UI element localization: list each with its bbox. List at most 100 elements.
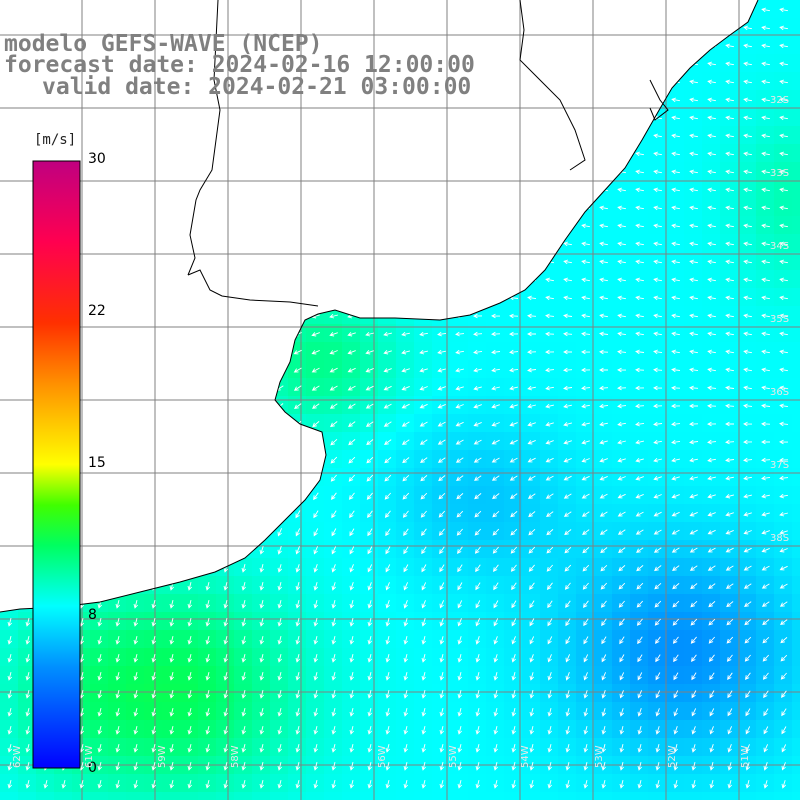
wind-cell: [0, 702, 19, 721]
wind-cell: [342, 144, 361, 163]
wind-arrow: [527, 97, 536, 103]
wind-cell: [576, 630, 595, 649]
wind-arrow: [312, 456, 320, 464]
wind-arrow: [707, 331, 716, 337]
wind-cell: [108, 108, 127, 127]
wind-cell: [342, 342, 361, 361]
wind-cell: [702, 396, 721, 415]
wind-arrow: [347, 403, 356, 409]
colorbar-units: [m/s]: [34, 132, 77, 148]
wind-cell: [396, 126, 415, 145]
wind-cell: [306, 630, 325, 649]
wind-arrow: [6, 330, 13, 338]
wind-arrow: [779, 475, 789, 481]
wind-arrow: [295, 707, 301, 717]
wind-cell: [486, 666, 505, 685]
wind-cell: [486, 126, 505, 145]
wind-arrow: [347, 277, 357, 283]
wind-arrow: [311, 332, 320, 337]
wind-cell: [522, 414, 541, 433]
wind-arrow: [563, 385, 573, 391]
wind-arrow: [439, 564, 445, 573]
wind-arrow: [511, 618, 517, 627]
wind-arrow: [23, 187, 32, 193]
wind-cell: [216, 216, 235, 235]
wind-arrow: [403, 689, 409, 699]
wind-cell: [756, 306, 775, 325]
wind-arrow: [221, 259, 231, 265]
wind-arrow: [509, 133, 518, 139]
wind-arrow: [762, 654, 770, 662]
wind-cell: [162, 738, 181, 757]
wind-cell: [90, 774, 109, 793]
wind-cell: [18, 774, 37, 793]
wind-cell: [666, 504, 685, 523]
wind-arrow: [671, 331, 680, 337]
wind-cell: [360, 144, 379, 163]
wind-arrow: [401, 205, 410, 211]
wind-arrow: [185, 169, 195, 175]
wind-cell: [234, 288, 253, 307]
wind-cell: [756, 648, 775, 667]
wind-arrow: [689, 349, 698, 355]
wind-cell: [162, 576, 181, 595]
wind-arrow: [6, 277, 14, 284]
wind-arrow: [511, 689, 517, 699]
wind-cell: [162, 162, 181, 181]
wind-cell: [576, 702, 595, 721]
wind-cell: [108, 576, 127, 595]
wind-cell: [324, 576, 343, 595]
wind-arrow: [563, 61, 572, 67]
wind-arrow: [527, 367, 537, 373]
wind-arrow: [187, 761, 193, 771]
wind-cell: [486, 630, 505, 649]
wind-arrow: [367, 635, 373, 645]
wind-arrow: [689, 205, 698, 211]
wind-cell: [378, 486, 397, 505]
wind-cell: [594, 414, 613, 433]
wind-cell: [126, 468, 145, 487]
wind-arrow: [204, 420, 211, 428]
wind-arrow: [761, 133, 770, 139]
wind-cell: [576, 288, 595, 307]
wind-cell: [558, 666, 577, 685]
wind-cell: [468, 720, 487, 739]
wind-arrow: [133, 707, 139, 717]
wind-arrow: [383, 169, 392, 175]
wind-arrow: [365, 349, 374, 355]
wind-cell: [774, 306, 793, 325]
wind-arrow: [223, 761, 229, 771]
wind-arrow: [761, 97, 770, 103]
wind-cell: [468, 162, 487, 181]
wind-arrow: [367, 510, 373, 518]
wind-cell: [324, 378, 343, 397]
wind-arrow: [601, 690, 606, 699]
wind-arrow: [187, 492, 192, 501]
wind-arrow: [385, 779, 391, 789]
wind-cell: [684, 324, 703, 343]
wind-cell: [126, 252, 145, 271]
wind-cell: [720, 792, 739, 800]
wind-arrow: [239, 151, 248, 157]
colorbar: [32, 160, 81, 769]
wind-cell: [720, 450, 739, 469]
wind-arrow: [203, 259, 213, 265]
wind-arrow: [475, 582, 481, 591]
wind-arrow: [331, 582, 337, 591]
wind-cell: [702, 252, 721, 271]
wind-cell: [612, 504, 631, 523]
wind-arrow: [707, 241, 716, 247]
wind-arrow: [347, 133, 356, 139]
wind-arrow: [167, 205, 177, 211]
wind-cell: [0, 396, 19, 415]
wind-cell: [594, 702, 613, 721]
wind-cell: [306, 522, 325, 541]
wind-cell: [414, 162, 433, 181]
wind-cell: [666, 36, 685, 55]
wind-arrow: [457, 636, 463, 645]
wind-cell: [432, 324, 451, 343]
wind-arrow: [689, 367, 699, 373]
wind-cell: [450, 108, 469, 127]
wind-arrow: [563, 367, 573, 373]
wind-arrow: [437, 349, 446, 355]
